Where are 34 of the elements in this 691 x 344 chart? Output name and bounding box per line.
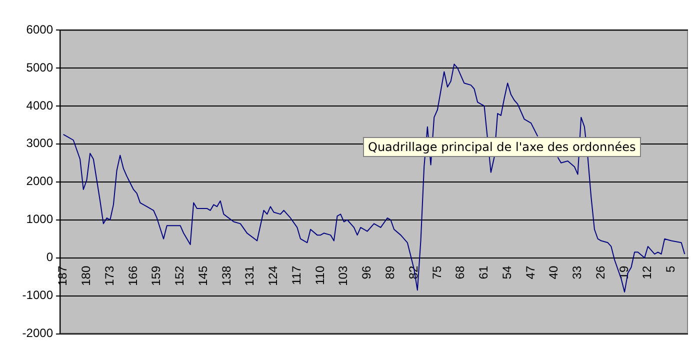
x-tick-label: 89	[383, 266, 398, 280]
x-tick-label: 26	[593, 266, 608, 280]
x-tick-label: 68	[453, 266, 468, 280]
x-tick-label: 5	[664, 266, 678, 273]
x-tick-label: 75	[430, 266, 444, 280]
x-tick-label: 96	[360, 266, 374, 280]
x-tick-label: 12	[640, 266, 654, 280]
x-tick-label: 117	[289, 266, 304, 285]
x-tick-label: 173	[102, 266, 116, 286]
x-tick-label: 152	[172, 266, 187, 286]
y-tick-label: -2000	[22, 326, 54, 340]
y-tick-label: 2000	[26, 174, 54, 188]
annotation: Quadrillage principal de l'axe des ordonnées	[363, 137, 641, 157]
x-tick-label: 145	[196, 266, 210, 286]
x-tick-label: 159	[149, 266, 164, 286]
x-tick-label: 166	[126, 266, 140, 286]
y-tick-label: 1000	[26, 212, 54, 226]
y-tick-label: -1000	[22, 288, 54, 302]
x-tick-label: 131	[242, 266, 257, 286]
x-tick-label: 61	[476, 266, 491, 280]
y-tick-label: 5000	[26, 60, 54, 74]
x-tick-label: 124	[266, 266, 280, 286]
x-tick-label: 40	[546, 266, 561, 280]
x-tick-label: 54	[500, 266, 514, 280]
x-tick-label: 138	[219, 266, 234, 286]
y-tick-label: 0	[46, 250, 54, 264]
x-tick-label: 180	[79, 266, 94, 286]
x-tick-label: 110	[312, 266, 327, 285]
y-tick-label: 4000	[26, 98, 54, 112]
y-tick-label: 6000	[26, 22, 54, 36]
x-tick-label: 47	[523, 266, 538, 280]
y-tick-label: 3000	[26, 136, 54, 150]
x-tick-label: 33	[570, 266, 584, 280]
x-tick-label: 103	[336, 266, 350, 286]
